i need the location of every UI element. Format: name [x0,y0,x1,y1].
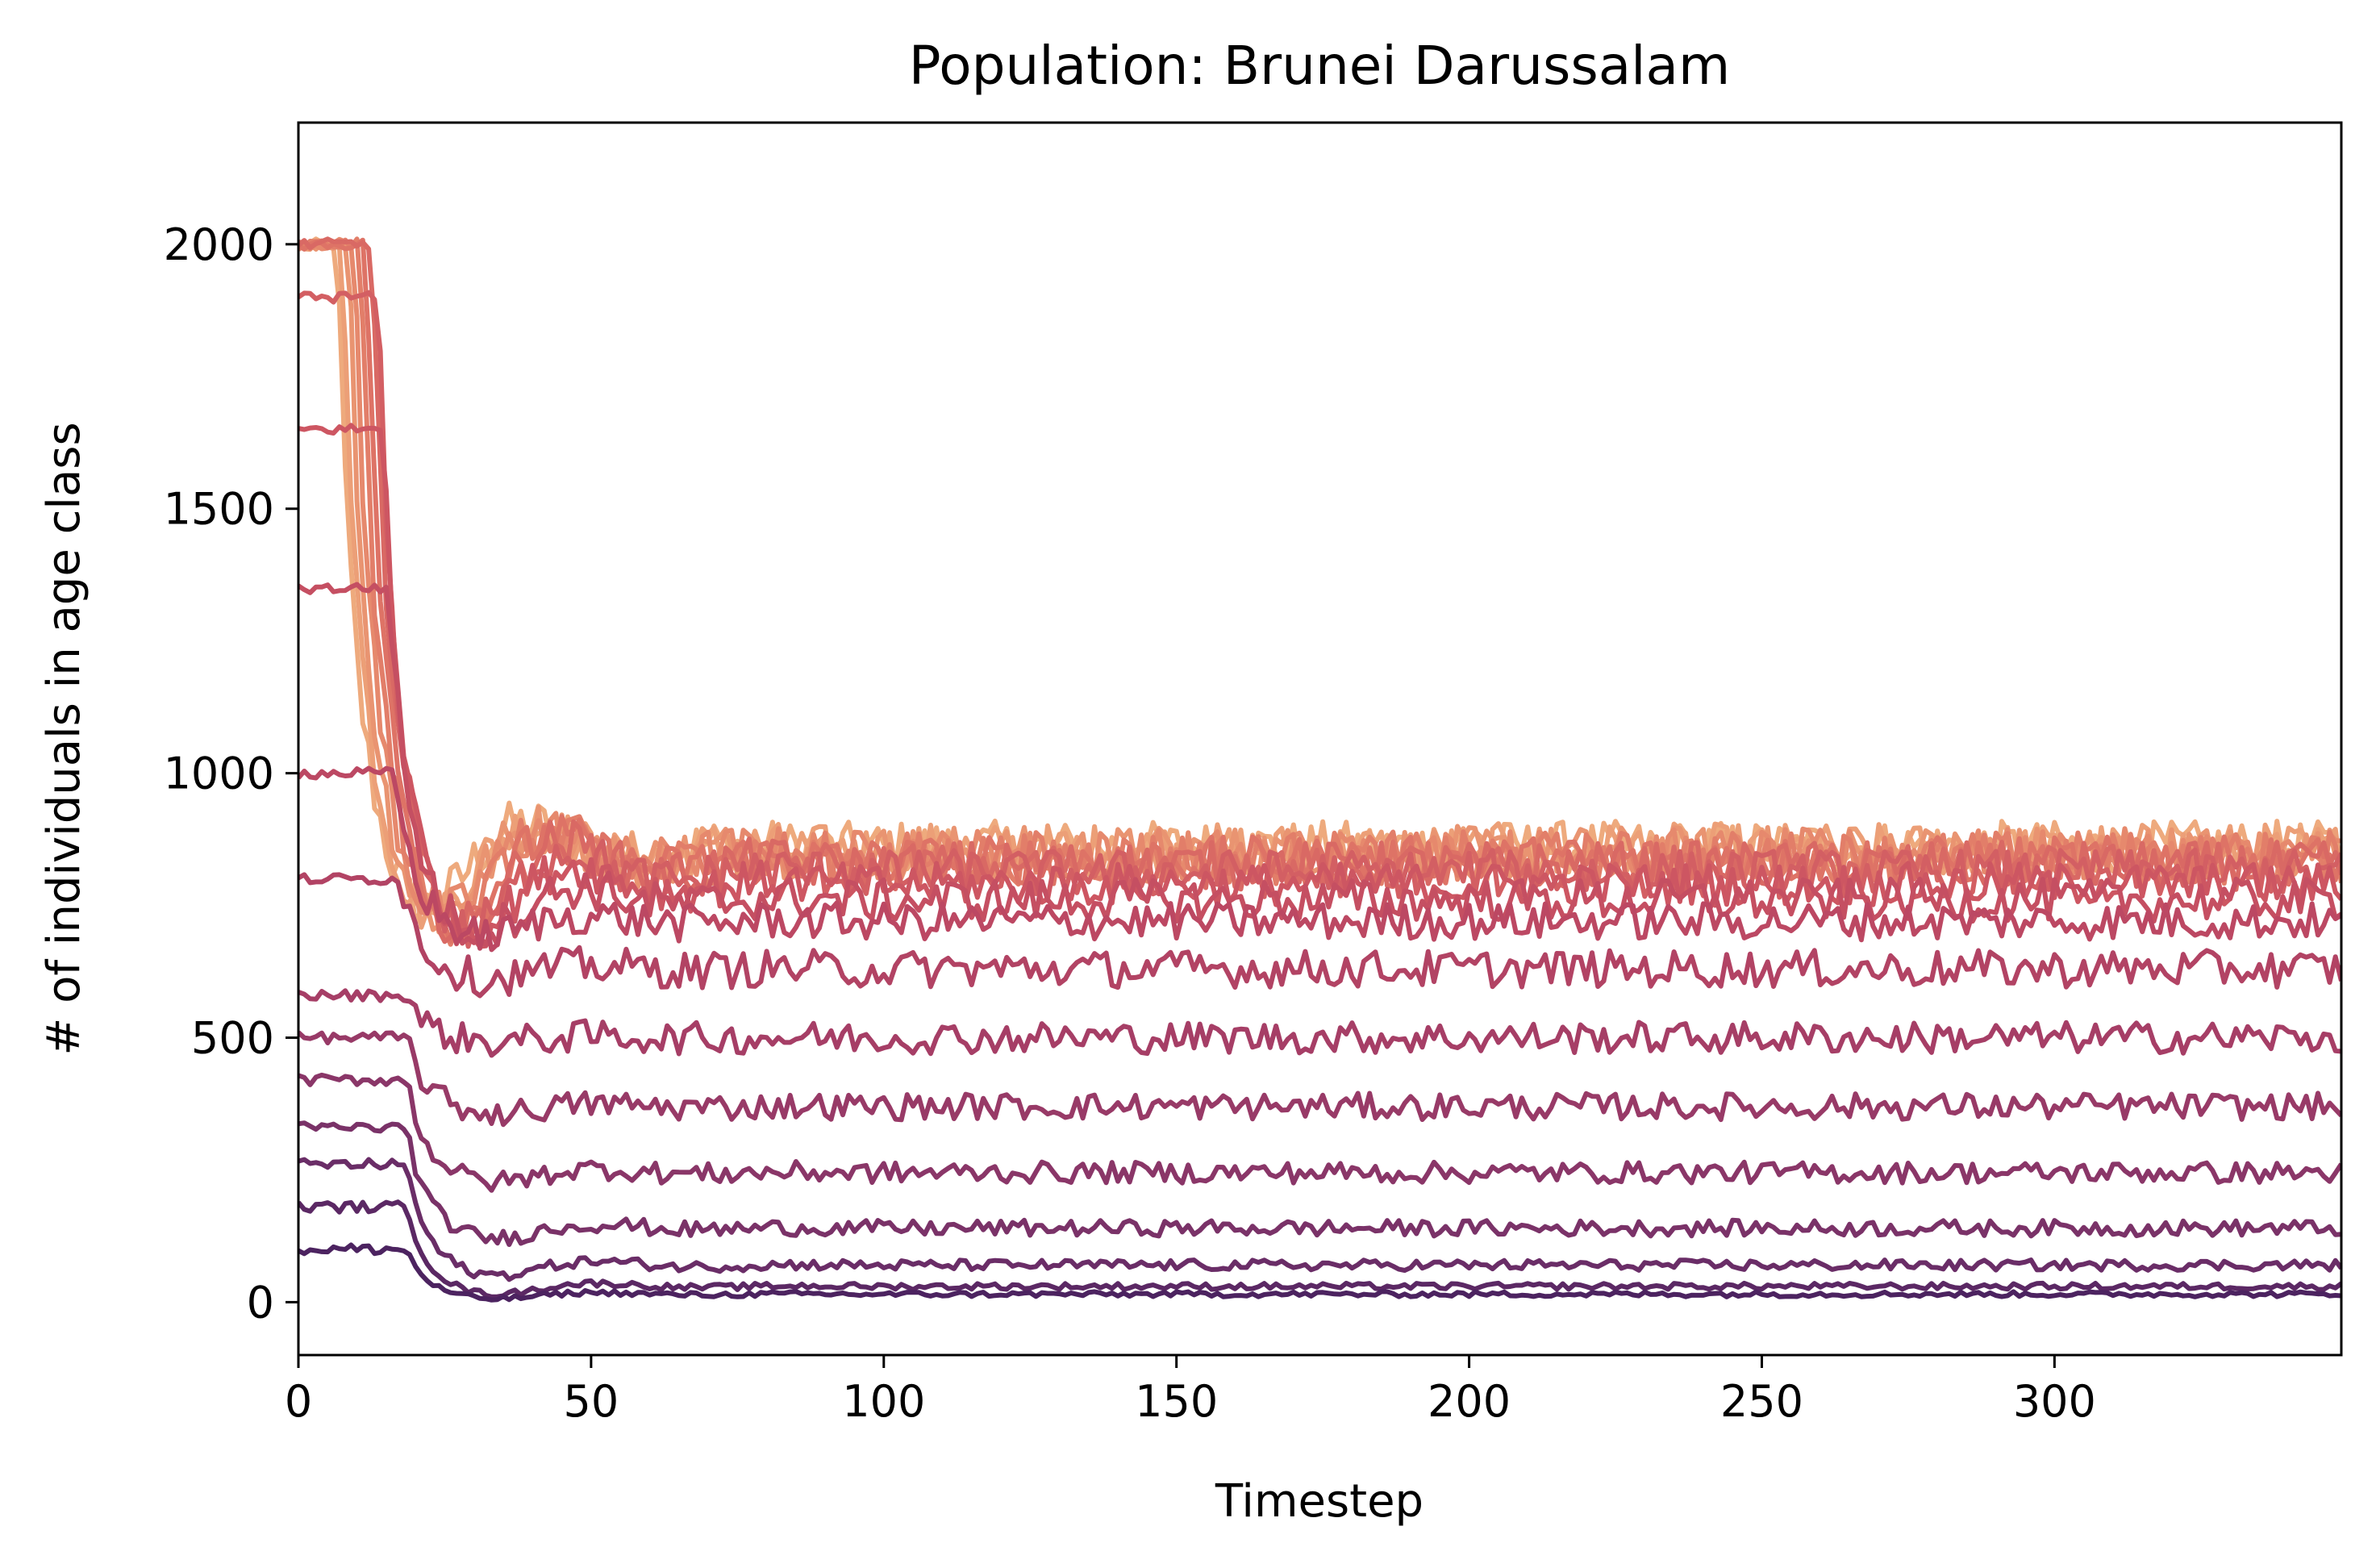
y-tick-label: 500 [191,1013,274,1064]
series-line-18 [298,1242,2341,1303]
series-line-9 [298,582,2341,948]
y-tick-label: 0 [247,1277,274,1328]
x-tick-label: 300 [2013,1376,2096,1427]
series-line-16 [298,1157,2341,1282]
y-axis-ticks: 0 500 1000 1500 2000 [164,219,298,1328]
series-line-12 [298,988,2341,1058]
series-line-15 [298,1120,2341,1247]
y-axis-label: # of individuals in age class [38,422,90,1055]
series-layer [298,236,2341,1303]
plot-frame [297,121,2343,1357]
x-tick-label: 100 [842,1376,925,1427]
y-tick-label: 1500 [164,484,274,535]
x-tick-label: 200 [1428,1376,1511,1427]
series-line-10 [298,765,2341,953]
x-axis-label: Timestep [1215,1475,1424,1528]
series-line-14 [298,1072,2341,1193]
series-line-13 [298,1030,2341,1128]
x-tick-label: 50 [564,1376,619,1427]
y-tick-label: 1000 [164,749,274,799]
x-tick-label: 0 [285,1376,312,1427]
series-line-17 [298,1199,2341,1299]
x-tick-label: 250 [1720,1376,1803,1427]
x-tick-label: 150 [1135,1376,1218,1427]
series-line-11 [298,872,2341,999]
chart-title: Population: Brunei Darussalam [909,35,1731,97]
x-axis-ticks: 0 50 100 150 200 250 300 [285,1355,2096,1427]
y-tick-label: 2000 [164,219,274,270]
